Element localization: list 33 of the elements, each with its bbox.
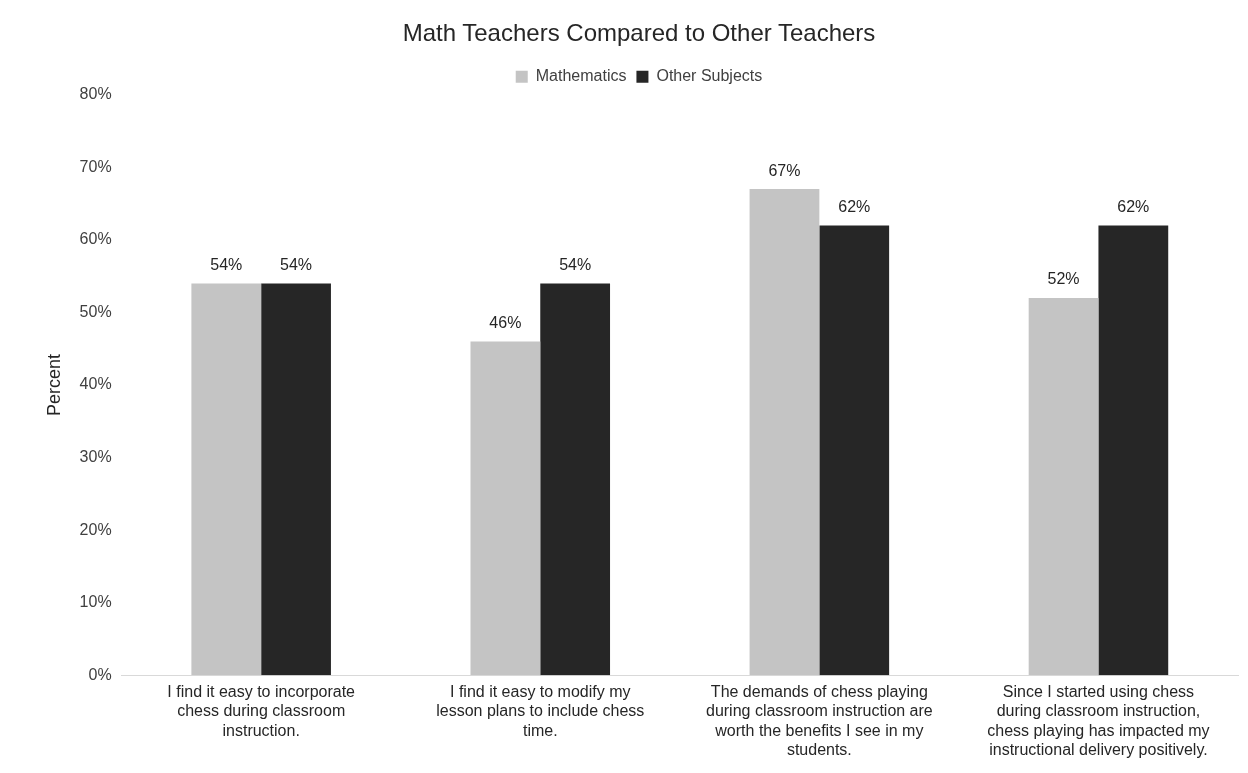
data-label: 54% bbox=[280, 255, 313, 273]
data-label: 67% bbox=[768, 161, 801, 179]
data-label: 62% bbox=[838, 197, 871, 215]
bar bbox=[470, 341, 541, 676]
y-tick-label: 60% bbox=[79, 230, 112, 248]
data-label: 52% bbox=[1047, 270, 1080, 288]
y-tick-label: 70% bbox=[79, 157, 112, 175]
legend-label: Other Subjects bbox=[656, 67, 763, 85]
bar bbox=[261, 283, 331, 676]
y-axis-title: Percent bbox=[43, 353, 64, 417]
x-tick-label: Since I started using chess during classroom instruction, chess playing has impacted my instructional delivery positively. bbox=[987, 683, 1210, 758]
chart-title: Math Teachers Compared to Other Teachers bbox=[402, 19, 876, 47]
data-label: 46% bbox=[489, 313, 522, 331]
y-tick-label: 40% bbox=[79, 375, 112, 393]
x-tick-label: I find it easy to modify my lesson plans to include chess time. bbox=[436, 683, 645, 739]
data-label: 54% bbox=[559, 255, 592, 273]
bar bbox=[749, 189, 820, 676]
x-tick-label: I find it easy to incorporate chess during classroom instruction. bbox=[167, 683, 356, 739]
bar bbox=[191, 283, 262, 676]
y-tick-label: 0% bbox=[88, 665, 112, 683]
y-tick-label: 20% bbox=[79, 520, 112, 538]
legend-label: Mathematics bbox=[535, 67, 627, 85]
bar bbox=[1028, 297, 1099, 676]
data-label: 54% bbox=[210, 255, 243, 273]
x-tick-label: The demands of chess playing during classroom instruction are worth the benefits I see in my students. bbox=[705, 683, 933, 758]
y-tick-label: 10% bbox=[79, 593, 112, 611]
bar bbox=[819, 225, 890, 676]
bar bbox=[540, 283, 611, 676]
bar bbox=[1098, 225, 1169, 676]
data-label: 62% bbox=[1117, 197, 1150, 215]
y-tick-label: 30% bbox=[79, 447, 112, 465]
y-tick-label: 50% bbox=[79, 302, 112, 320]
y-tick-label: 80% bbox=[79, 85, 112, 103]
